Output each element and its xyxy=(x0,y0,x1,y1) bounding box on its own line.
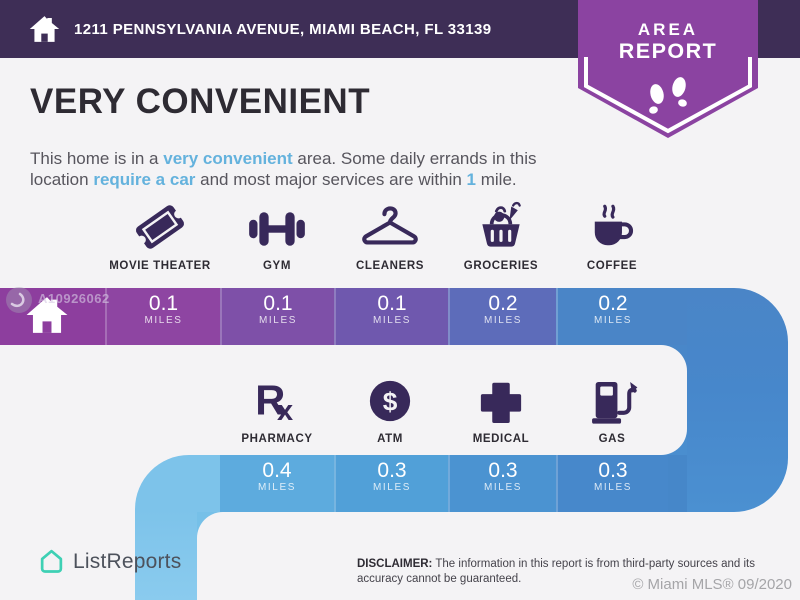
mls-logo-icon xyxy=(6,287,32,313)
listreports-house-icon xyxy=(40,549,63,573)
category-groceries: GROCERIES xyxy=(439,199,563,272)
gas-pump-icon xyxy=(592,381,638,424)
path-connector-left xyxy=(135,510,197,600)
category-atm: $ ATM xyxy=(328,372,452,445)
desc-text: location xyxy=(30,170,94,189)
coffee-cup-icon xyxy=(594,204,634,246)
desc-text: mile. xyxy=(476,170,517,189)
distance-segment: 0.3 MILES xyxy=(448,455,556,512)
desc-highlight-require-a-car: require a car xyxy=(93,170,196,189)
disclaimer: DISCLAIMER: The information in this repo… xyxy=(357,557,755,585)
dollar-circle-icon: $ xyxy=(369,380,411,422)
desc-text: and most major services are within xyxy=(195,170,467,189)
page-title: VERY CONVENIENT xyxy=(30,82,371,121)
band-cap xyxy=(135,455,220,512)
desc-text: area. Some daily errands in this xyxy=(292,149,537,168)
path-connector-right xyxy=(687,288,788,512)
badge-line2: REPORT xyxy=(619,39,718,63)
medical-cross-icon xyxy=(480,382,522,423)
band-filler xyxy=(668,288,690,345)
convenience-description: This home is in a very convenient area. … xyxy=(30,148,600,190)
distance-segment: 0.3 MILES xyxy=(334,455,448,512)
distance-segment: 0.1 MILES xyxy=(105,288,220,345)
band-filler xyxy=(668,455,687,512)
area-report-badge: AREA REPORT xyxy=(578,0,758,138)
badge-line1: AREA xyxy=(638,20,698,39)
distance-band-bottom: 0.4 MILES 0.3 MILES 0.3 MILES 0.3 MILES xyxy=(135,455,687,512)
category-gas: GAS xyxy=(550,372,674,445)
listreports-logo: ListReports xyxy=(38,548,181,575)
listreports-wordmark: ListReports xyxy=(73,549,182,573)
corner-fillet xyxy=(661,345,687,371)
svg-text:R: R xyxy=(255,377,285,424)
desc-highlight-very-convenient: very convenient xyxy=(163,149,293,168)
home-icon xyxy=(29,16,60,42)
svg-text:$: $ xyxy=(383,387,398,417)
grocery-basket-icon xyxy=(482,201,521,247)
distance-segment: 0.1 MILES xyxy=(334,288,448,345)
mls-credit-watermark: © Miami MLS® 09/2020 xyxy=(632,576,792,593)
property-address: 1211 PENNSYLVANIA AVENUE, MIAMI BEACH, F… xyxy=(74,20,492,38)
category-pharmacy: R x PHARMACY xyxy=(215,372,339,445)
category-medical: MEDICAL xyxy=(439,372,563,445)
mls-watermark: A10926062 xyxy=(4,285,110,315)
corner-fillet xyxy=(197,512,223,538)
category-movie-theater: MOVIE THEATER xyxy=(98,199,222,272)
movie-ticket-icon xyxy=(135,205,185,249)
hanger-icon xyxy=(362,206,418,245)
dumbbell-icon xyxy=(249,212,305,246)
desc-text: This home is in a xyxy=(30,149,164,168)
distance-segment: 0.1 MILES xyxy=(220,288,334,345)
category-cleaners: CLEANERS xyxy=(328,199,452,272)
distance-segment: 0.4 MILES xyxy=(220,455,334,512)
distance-segment: 0.3 MILES xyxy=(556,455,668,512)
category-coffee: COFFEE xyxy=(550,199,674,272)
footprints-icon xyxy=(649,77,687,114)
svg-text:x: x xyxy=(277,395,293,427)
distance-band-top: 0.1 MILES 0.1 MILES 0.1 MILES 0.2 MILES … xyxy=(0,288,800,345)
corner-fillet xyxy=(661,429,687,455)
distance-segment: 0.2 MILES xyxy=(448,288,556,345)
distance-segment: 0.2 MILES xyxy=(556,288,668,345)
home-icon xyxy=(26,297,68,333)
desc-highlight-one: 1 xyxy=(466,170,477,189)
rx-icon: R x xyxy=(255,377,293,427)
category-gym: GYM xyxy=(215,199,339,272)
